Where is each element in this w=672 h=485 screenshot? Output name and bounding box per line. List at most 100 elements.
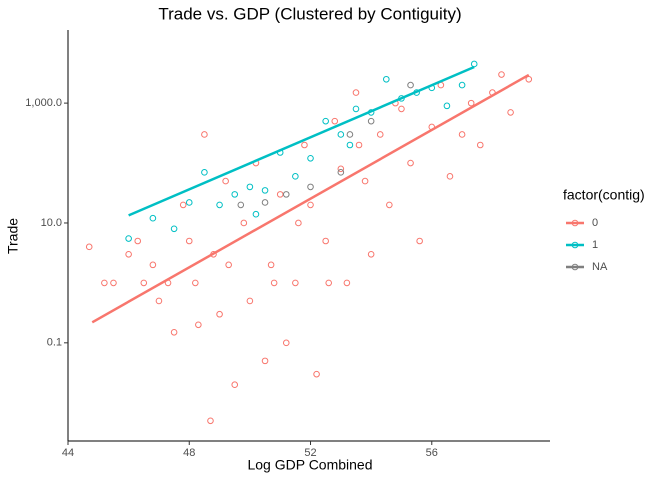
point: [270, 279, 278, 287]
point: [352, 89, 360, 96]
point: [261, 199, 269, 206]
point: [85, 243, 93, 251]
point: [307, 154, 314, 162]
point: [222, 177, 229, 185]
point: [276, 191, 284, 198]
point: [125, 235, 132, 242]
point: [240, 219, 248, 227]
point: [322, 237, 329, 245]
fit-line: [91, 73, 530, 324]
point: [337, 165, 345, 173]
y-tick-label: 1,000.0: [25, 97, 62, 109]
point: [216, 310, 223, 318]
point: [155, 297, 163, 305]
point: [322, 117, 329, 125]
point: [149, 214, 157, 222]
point: [261, 187, 269, 194]
point: [261, 357, 269, 365]
point: [292, 173, 299, 180]
point: [192, 279, 199, 287]
y-tick-label: 10.0: [41, 217, 62, 229]
point: [525, 75, 533, 83]
point: [337, 131, 345, 138]
point: [110, 279, 117, 287]
point: [225, 261, 232, 269]
point: [282, 339, 290, 347]
point: [170, 225, 178, 233]
point: [207, 417, 214, 425]
point: [313, 370, 320, 378]
point: [201, 169, 208, 176]
point: [149, 261, 157, 269]
point: [292, 279, 299, 287]
point: [134, 237, 142, 245]
point: [216, 201, 223, 209]
x-tick-label: 52: [304, 447, 316, 459]
x-tick-label: 56: [426, 447, 438, 459]
point: [361, 177, 369, 185]
point: [231, 191, 239, 198]
point: [376, 131, 384, 138]
legend-label: 1: [592, 239, 598, 251]
point: [282, 191, 290, 198]
point: [407, 81, 414, 89]
point: [386, 201, 393, 209]
point: [252, 210, 260, 218]
point: [307, 183, 314, 191]
point: [185, 199, 193, 206]
point: [170, 328, 178, 336]
point: [446, 173, 454, 180]
point: [337, 169, 345, 176]
legend-marker: [571, 241, 579, 249]
legend-label: NA: [592, 261, 608, 273]
point: [246, 183, 254, 191]
point: [195, 321, 202, 329]
point: [467, 99, 475, 107]
point: [346, 141, 354, 149]
point: [352, 105, 360, 113]
y-axis-title: Trade: [5, 218, 21, 254]
point: [498, 71, 505, 78]
point: [416, 237, 423, 245]
y-tick-label: 0.1: [47, 337, 62, 349]
point: [267, 261, 275, 269]
legend-marker: [571, 219, 579, 227]
point: [325, 279, 333, 287]
point: [355, 141, 363, 149]
point: [443, 102, 451, 110]
point: [398, 105, 405, 113]
point: [383, 75, 390, 83]
legend-label: 0: [592, 217, 598, 229]
point: [458, 131, 466, 138]
point: [101, 279, 108, 287]
point: [470, 60, 478, 68]
point: [185, 237, 193, 245]
point: [231, 381, 239, 389]
point: [346, 131, 354, 138]
point: [237, 201, 245, 209]
fit-line: [128, 65, 475, 217]
legend-marker: [571, 263, 579, 271]
point: [295, 219, 302, 227]
point: [201, 131, 208, 138]
point: [458, 81, 466, 89]
chart-title: Trade vs. GDP (Clustered by Contiguity): [158, 4, 461, 23]
point: [476, 141, 484, 149]
point: [125, 251, 132, 258]
point: [179, 201, 187, 209]
point: [140, 279, 148, 287]
point: [301, 141, 308, 149]
x-tick-label: 44: [62, 447, 74, 459]
point: [331, 117, 339, 125]
x-axis-title: Log GDP Combined: [247, 457, 372, 473]
point: [367, 251, 375, 258]
legend-title: factor(contig): [563, 187, 645, 203]
point: [407, 159, 414, 167]
point: [367, 117, 375, 125]
point: [343, 279, 351, 287]
x-tick-label: 48: [183, 447, 195, 459]
point: [507, 109, 514, 116]
point: [307, 201, 314, 209]
point: [246, 297, 254, 305]
